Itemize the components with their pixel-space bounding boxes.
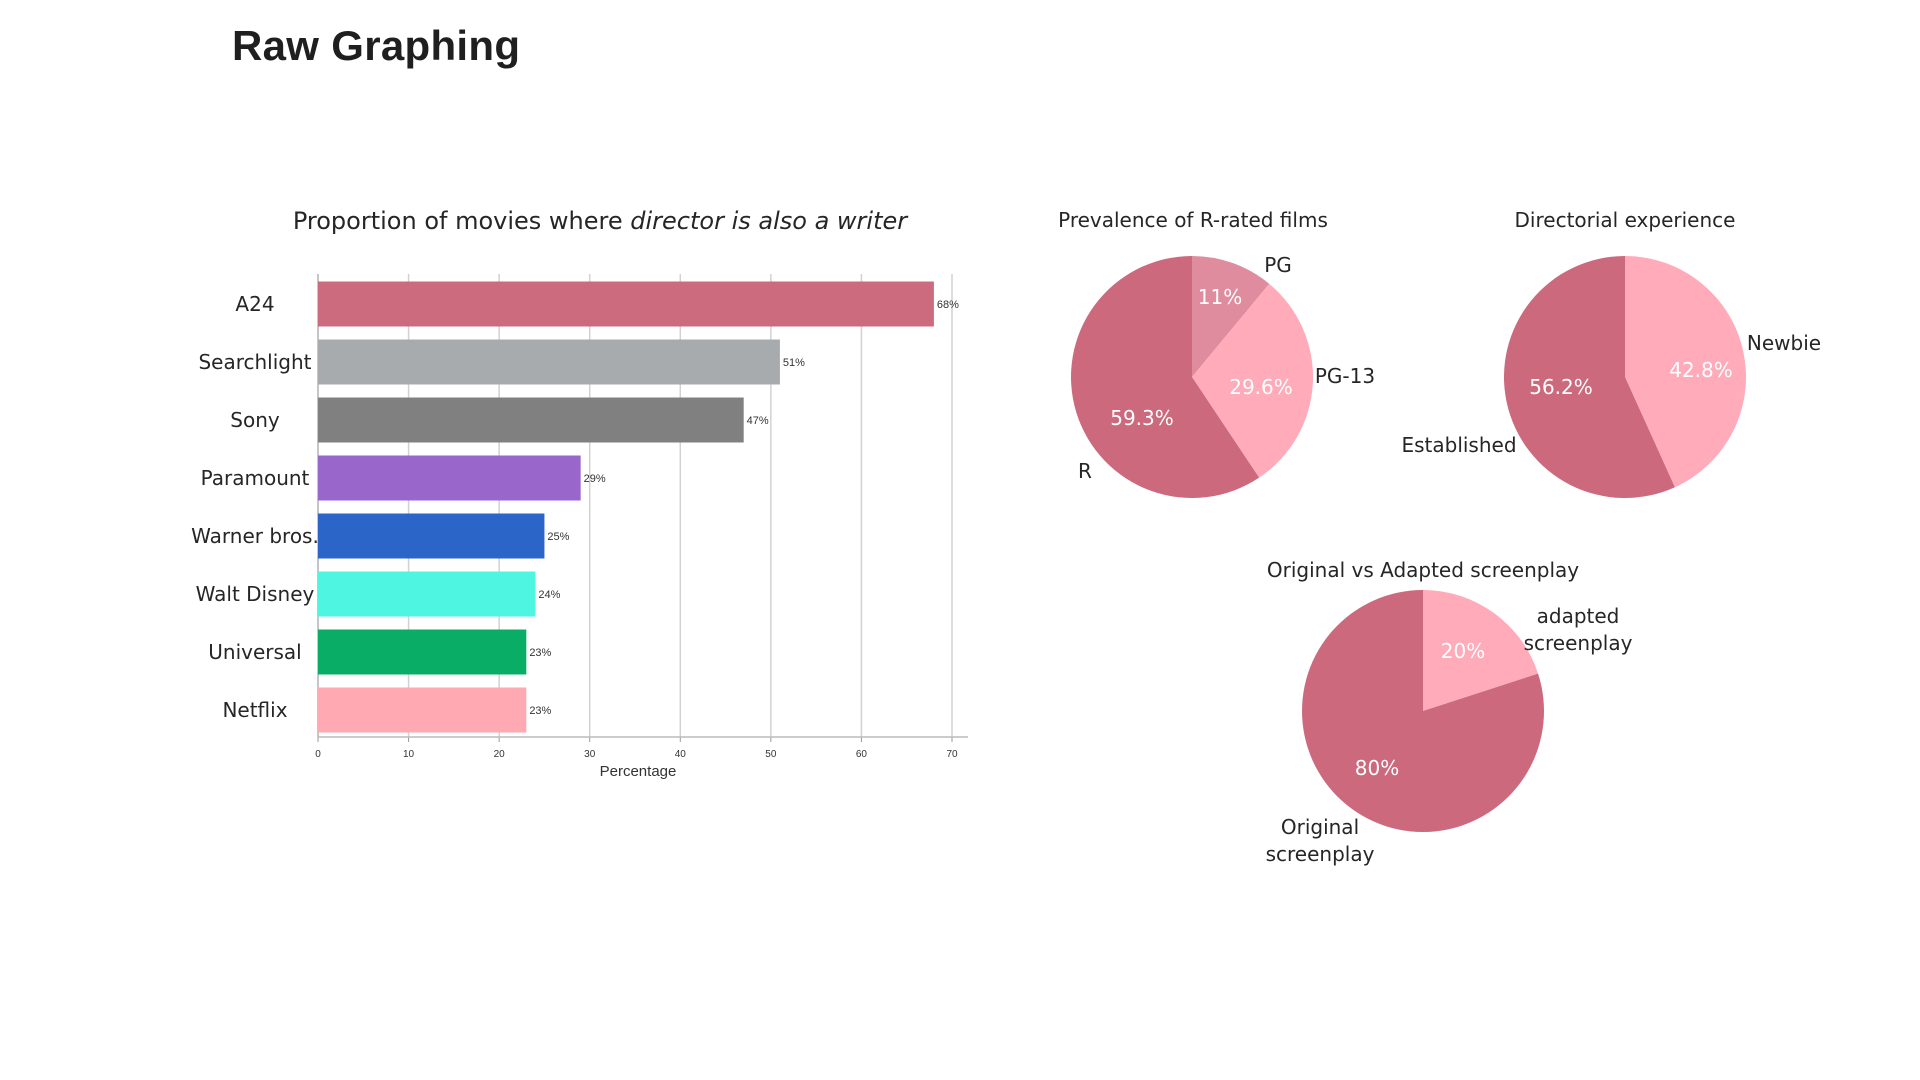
bar-value-label: 23% (529, 705, 551, 717)
bar (318, 687, 527, 733)
category-label: Searchlight (198, 350, 311, 374)
bar-chart-title-part: Proportion of movies where (293, 207, 630, 235)
pie-slice (1192, 283, 1313, 478)
pie-slice-label: adapted screenplay (1524, 604, 1633, 655)
pie-slice-label: PG (1264, 253, 1292, 277)
x-tick-label: 10 (403, 749, 415, 760)
pie-slice-label-line: screenplay (1266, 842, 1375, 866)
bar-value-label: 51% (783, 357, 805, 369)
category-label: Paramount (201, 466, 310, 490)
pie-slice-label-line: R (1078, 459, 1092, 483)
pie-slice-value-label: 80% (1355, 756, 1399, 780)
bar-chart-title-emphasis: director is also a writer (630, 207, 909, 235)
bar (318, 397, 744, 443)
pie-title: Directorial experience (1515, 208, 1736, 232)
pie-slice-label-line: PG (1264, 253, 1292, 277)
category-label: Warner bros. (191, 524, 319, 548)
x-tick-label: 50 (765, 749, 777, 760)
pie-slice-value-label: 29.6% (1229, 375, 1293, 399)
pie-slice-label-line: PG-13 (1315, 364, 1375, 388)
x-tick-label: 0 (315, 749, 321, 760)
pie-slice-value-label: 56.2% (1529, 375, 1593, 399)
category-label: Netflix (222, 698, 287, 722)
pie-chart-screenplay: Original vs Adapted screenplay 20% adapted… (1266, 558, 1633, 866)
category-label: Sony (230, 408, 280, 432)
pie-slice-label: PG-13 (1315, 364, 1375, 388)
x-tick-label: 20 (494, 749, 506, 760)
pie-slice-label-line: Newbie (1747, 331, 1821, 355)
pie-slice-label: Established (1401, 433, 1516, 457)
x-tick-label: 70 (946, 749, 958, 760)
bar (318, 339, 780, 385)
bar-chart: Proportion of movies where director is a… (191, 207, 968, 780)
pie-slice-label: Newbie (1747, 331, 1821, 355)
pie-slice-label-line: Established (1401, 433, 1516, 457)
bar-value-label: 24% (538, 589, 560, 601)
pie-slice-value-label: 20% (1441, 639, 1485, 663)
pie-chart-directorial-experience: Directorial experience 42.8% Newbie 56.2% Es… (1401, 208, 1821, 498)
pie-slice-value-label: 42.8% (1669, 358, 1733, 382)
pie-slice-value-label: 11% (1198, 285, 1242, 309)
pie-slice (1423, 590, 1539, 711)
page-title: Raw Graphing (232, 22, 521, 69)
pie-slice-label: R (1078, 459, 1092, 483)
bar (318, 571, 536, 617)
pie-slice-label-line: adapted (1537, 604, 1620, 628)
pie-title: Original vs Adapted screenplay (1267, 558, 1579, 582)
pie-slice (1625, 256, 1746, 488)
bar (318, 281, 934, 327)
x-tick-label: 40 (675, 749, 687, 760)
pie-slice-label-line: Original (1281, 815, 1359, 839)
pie-slice (1302, 590, 1544, 832)
bar-value-label: 29% (584, 473, 606, 485)
pie-slice (1503, 255, 1675, 498)
pie-slice-value-label: 59.3% (1110, 406, 1174, 430)
bar-value-label: 47% (747, 415, 769, 427)
pie-slice (1071, 256, 1260, 498)
category-label: Walt Disney (196, 582, 315, 606)
pie-chart-r-rated: Prevalence of R-rated films 11% PG 29.6% PG-… (1058, 208, 1375, 498)
pie-slice-label: Original screenplay (1266, 815, 1375, 866)
bar-value-label: 68% (937, 299, 959, 311)
pie-slice (1192, 256, 1270, 377)
category-label: A24 (235, 292, 274, 316)
bar-value-label: 23% (529, 647, 551, 659)
x-axis-label: Percentage (600, 763, 677, 780)
x-tick-label: 30 (584, 749, 596, 760)
x-tick-label: 60 (856, 749, 868, 760)
pie-title: Prevalence of R-rated films (1058, 208, 1328, 232)
category-label: Universal (208, 640, 301, 664)
bar (318, 513, 545, 559)
bar-value-label: 25% (547, 531, 569, 543)
bar (318, 455, 581, 501)
pie-slice-label-line: screenplay (1524, 631, 1633, 655)
bar-chart-title: Proportion of movies where director is a… (293, 207, 909, 235)
bar (318, 629, 527, 675)
